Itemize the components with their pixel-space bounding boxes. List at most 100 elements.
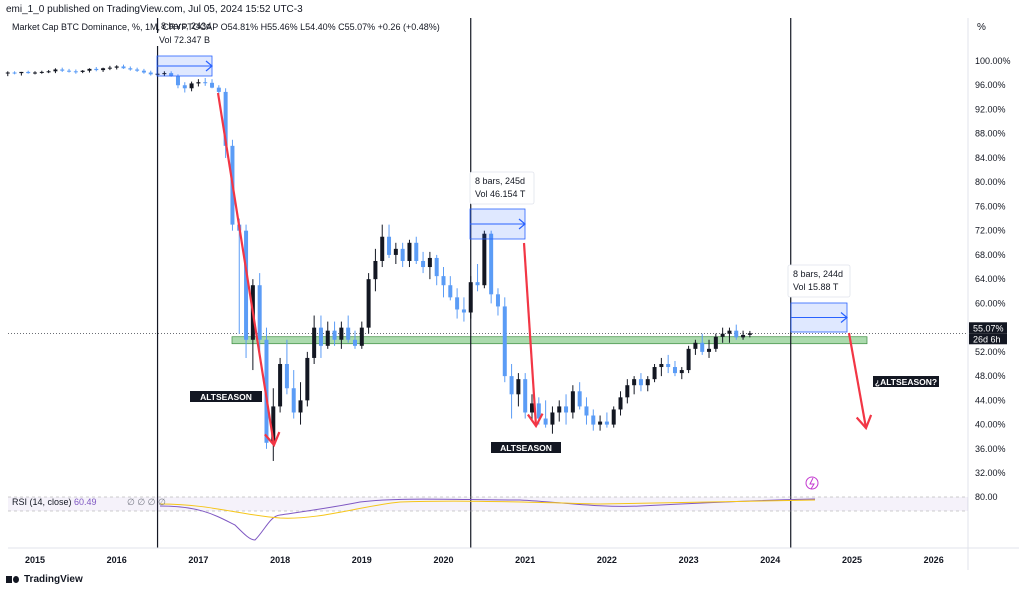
time-axis-label: 2019	[352, 555, 372, 565]
candle-body	[359, 327, 364, 346]
lightning-icon	[805, 476, 819, 490]
altseason-label-2-bg	[491, 442, 561, 453]
candle-body	[216, 87, 221, 92]
range1-vol-label: Vol 72.347 B	[159, 35, 210, 45]
altseason-label-2: ALTSEASON	[500, 443, 552, 453]
tradingview-logo-icon[interactable]	[6, 575, 20, 584]
percent-scale-button[interactable]: %	[977, 22, 986, 33]
candle-body	[741, 334, 746, 338]
rsi-ma-line	[159, 499, 816, 519]
altseason-label-1-bg	[190, 391, 262, 402]
candle-body	[223, 91, 228, 146]
candle-body	[693, 342, 698, 349]
red-arrow-3-head	[855, 414, 873, 431]
time-axis-label: 2016	[107, 555, 127, 565]
time-axis-label: 2020	[433, 555, 453, 565]
range2-tooltip-text: 8 bars, 245d	[475, 176, 525, 186]
candle-body	[26, 71, 31, 74]
candle-body	[495, 294, 500, 307]
candle-body	[312, 327, 317, 358]
candle-body	[400, 248, 405, 261]
price-tick-label: 80.00%	[975, 177, 1006, 187]
candle-body	[101, 68, 106, 71]
support-zone	[231, 336, 868, 345]
candle-body	[284, 364, 289, 389]
candle-body	[468, 282, 473, 313]
candle-body	[380, 236, 385, 261]
footer-brand[interactable]: TradingView	[24, 574, 83, 585]
time-axis-label: 2022	[597, 555, 617, 565]
candle-body	[393, 248, 398, 255]
candle-body	[632, 379, 637, 386]
time-axis-label: 2015	[25, 555, 45, 565]
rsi-label: RSI (14, close)	[12, 497, 72, 507]
candle-body	[346, 327, 351, 340]
time-axis-label: 2026	[924, 555, 944, 565]
candle-body	[550, 412, 555, 425]
candle-body	[427, 257, 432, 268]
candle-body	[67, 70, 72, 72]
candle-body	[577, 391, 582, 407]
candle-body	[747, 333, 752, 335]
range2-tooltip-text: Vol 46.154 T	[475, 189, 526, 199]
candle-body	[210, 82, 215, 88]
range3-tooltip-text: Vol 15.88 T	[793, 282, 839, 292]
red-arrow-2-head	[527, 413, 544, 429]
candle-body	[352, 339, 357, 346]
candle-body	[489, 233, 494, 295]
candle-body	[625, 385, 630, 398]
candle-body	[148, 72, 153, 75]
range3-tooltip	[787, 264, 851, 298]
candle-body	[652, 367, 657, 380]
candle-body	[570, 391, 575, 413]
candle-body	[128, 68, 133, 70]
range-box-3-arrowhead	[840, 312, 848, 323]
range1-top-label: 8 bars, 243d	[161, 21, 211, 31]
price-tick-label: 100.00%	[975, 56, 1011, 66]
candle-body	[516, 379, 521, 395]
lightning-bolt-icon	[809, 477, 815, 490]
range-box-2-arrowhead	[518, 218, 526, 230]
symbol-info[interactable]: Market Cap BTC Dominance, %, 1M, CRYPTOC…	[12, 22, 440, 32]
price-tick-label: 84.00%	[975, 153, 1006, 163]
price-tick-label: 64.00%	[975, 274, 1006, 284]
candle-body	[584, 406, 589, 416]
candle-body	[141, 70, 146, 73]
price-tick-label: 44.00%	[975, 395, 1006, 405]
red-arrow-2	[522, 242, 538, 427]
candle-body	[244, 230, 249, 340]
candle-body	[461, 309, 466, 313]
candle-body	[591, 415, 596, 425]
price-tick-label: 40.00%	[975, 420, 1006, 430]
candle-body	[482, 233, 487, 286]
price-tick-label: 60.00%	[975, 298, 1006, 308]
candle-body	[727, 330, 732, 334]
candle-body	[189, 83, 194, 89]
candle-body	[720, 333, 725, 337]
candle-body	[475, 282, 480, 286]
candle-body	[196, 82, 201, 84]
range2-tooltip	[469, 171, 535, 205]
candle-body	[278, 364, 283, 407]
price-tick-label: 92.00%	[975, 104, 1006, 114]
altseason-label-3-bg	[873, 376, 939, 387]
candle-body	[60, 69, 65, 71]
candle-body	[502, 306, 507, 377]
candle-body	[387, 236, 392, 255]
countdown-label: 26d 6h	[973, 334, 1001, 344]
candle-body	[135, 69, 140, 71]
candle-body	[543, 418, 548, 425]
candle-body	[332, 330, 337, 340]
footer: TradingView	[6, 574, 83, 585]
candle-body	[421, 260, 426, 268]
candle-body	[713, 336, 718, 349]
altseason-label-1: ALTSEASON	[200, 392, 252, 402]
price-tick-label: 68.00%	[975, 250, 1006, 260]
candle-body	[5, 72, 10, 74]
candle-body	[291, 388, 296, 413]
candle-body	[19, 71, 24, 74]
candle-body	[679, 370, 684, 374]
candle-body	[455, 297, 460, 310]
time-axis-label: 2018	[270, 555, 290, 565]
